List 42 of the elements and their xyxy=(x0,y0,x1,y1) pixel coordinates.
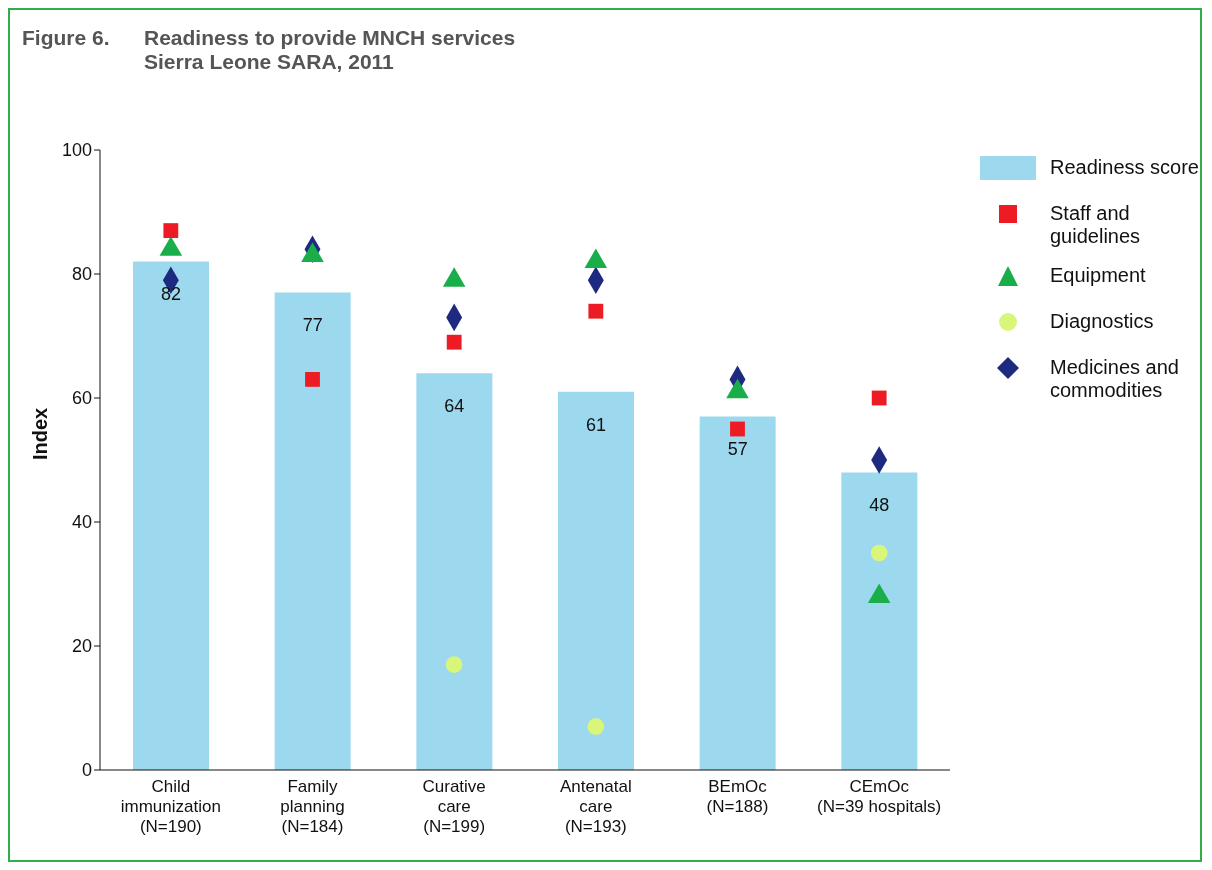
point xyxy=(587,718,605,735)
bar xyxy=(841,472,918,770)
y-axis-title: Index xyxy=(29,407,52,460)
bar xyxy=(133,261,209,770)
point xyxy=(163,223,179,239)
data-label: 57 xyxy=(727,439,748,460)
data-label: 82 xyxy=(160,284,182,305)
legend-label: Equipment xyxy=(1050,264,1146,287)
x-tick-label: Curative care (N=199) xyxy=(422,777,486,836)
point xyxy=(305,371,320,387)
legend-label: Diagnostics xyxy=(1050,310,1154,333)
point xyxy=(446,334,462,350)
legend-label: Staff and guidelines xyxy=(1050,202,1142,248)
y-tick-label: 0 xyxy=(81,760,92,781)
data-label: 48 xyxy=(869,495,890,516)
point xyxy=(730,421,745,437)
point xyxy=(588,303,604,319)
bar xyxy=(416,373,493,770)
caption: Figure 6. xyxy=(22,26,111,51)
y-tick-label: 20 xyxy=(71,636,92,657)
y-tick-label: 80 xyxy=(71,264,92,285)
y-tick-label: 60 xyxy=(71,388,92,409)
bar xyxy=(699,416,776,770)
data-label: 77 xyxy=(302,315,323,336)
y-tick-label: 100 xyxy=(61,140,92,161)
x-tick-label: Antenatal care (N=193) xyxy=(559,777,632,836)
x-tick-label: Child immunization (N=190) xyxy=(120,777,221,836)
x-tick-label: CEmOc (N=39 hospitals) xyxy=(817,777,942,816)
y-tick-label: 40 xyxy=(71,512,92,533)
legend-label: Readiness score xyxy=(1050,156,1199,179)
data-label: 61 xyxy=(585,414,607,435)
chart-title: Readiness to provide MNCH services xyxy=(144,26,516,50)
x-tick-label: BEmOc (N=188) xyxy=(706,777,769,816)
chart-subtitle: Sierra Leone SARA, 2011 xyxy=(144,50,395,74)
bar xyxy=(274,292,351,770)
legend-label: Medicines and commodities xyxy=(1050,356,1180,402)
point xyxy=(871,390,887,406)
bar xyxy=(558,391,634,770)
data-label: 64 xyxy=(444,395,465,416)
point xyxy=(445,656,463,673)
x-tick-label: Family planning (N=184) xyxy=(280,777,345,836)
point xyxy=(870,544,888,562)
